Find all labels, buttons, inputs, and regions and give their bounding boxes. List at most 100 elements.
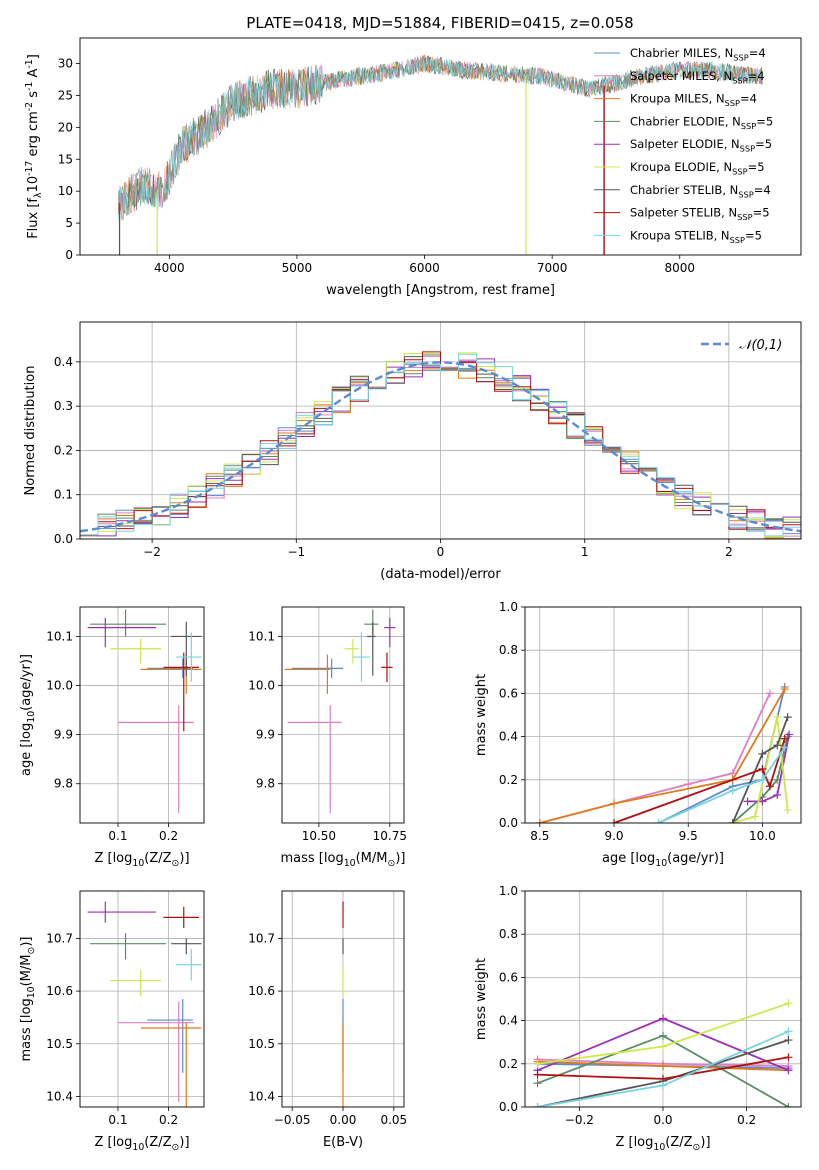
weight-line — [731, 716, 789, 823]
errorbar-point — [291, 658, 343, 679]
y-tick-label: 10.6 — [248, 984, 275, 998]
x-tick-label: 10.50 — [302, 829, 336, 843]
y-tick-label: 20 — [58, 120, 73, 134]
y-tick-label: 0.8 — [499, 927, 518, 941]
x-tick-label: 0.1 — [108, 829, 127, 843]
x-tick-label: −0.2 — [565, 1113, 594, 1127]
axes-frame — [281, 890, 405, 1108]
y-tick-label: 9.8 — [256, 777, 275, 791]
axes-frame — [79, 606, 205, 824]
legend-entry: 𝒩(0,1) — [739, 338, 782, 353]
x-tick-label: 7000 — [537, 261, 568, 275]
y-tick-label: 10.0 — [248, 679, 275, 693]
errorbar-point — [284, 654, 331, 694]
weight-marker — [784, 1103, 793, 1107]
ticks-residuals — [76, 361, 730, 543]
weight-marker — [533, 1103, 542, 1107]
x-tick-label: −1 — [287, 545, 305, 559]
weight-marker — [659, 1061, 667, 1070]
axes-frame — [79, 890, 205, 1108]
y-axis-label: mass weight — [474, 674, 489, 756]
x-tick-label: −0.05 — [274, 1113, 311, 1127]
weight-marker — [751, 812, 759, 821]
errorbar-point — [176, 632, 202, 682]
ticks-age_vs_mass — [278, 636, 391, 827]
x-tick-label: 0.00 — [330, 1113, 357, 1127]
weight-marker — [758, 749, 767, 758]
plot-area-weights_vs_age — [535, 682, 794, 823]
spectrum-line — [117, 56, 763, 222]
axes-age_vs_Z: 0.1 0.2 9.8 9.9 10.0 10.1 Z [log10(Z/Z⊙)] age [… — [19, 606, 205, 869]
errorbar-point — [87, 617, 156, 648]
errorbar-point — [367, 621, 376, 676]
y-tick-label: 0.6 — [499, 686, 518, 700]
y-tick-label: 0.3 — [54, 399, 73, 413]
axes-weights_vs_Z: −0.2 0.0 0.2 0.0 0.2 0.4 0.6 0.8 1.0 Z [log10(Z/Z… — [474, 884, 802, 1153]
weight-marker — [784, 1027, 793, 1036]
x-axis-label: wavelength [Angstrom, rest frame] — [326, 283, 555, 298]
weight-marker — [728, 819, 737, 823]
weight-marker — [728, 786, 737, 795]
x-tick-label: 2 — [725, 545, 733, 559]
axes-mass_vs_Z: 0.1 0.2 10.4 10.5 10.6 10.7 Z [log10(Z/Z⊙)] mas… — [19, 890, 205, 1153]
axes-container: 4000 5000 6000 7000 8000051015202530waveleng… — [19, 37, 802, 1153]
weight-marker — [533, 1070, 542, 1079]
y-axis-label: Flux [fλ10-17 erg cm-2 s-1 A-1] — [24, 54, 44, 239]
x-axis-label: E(B-V) — [323, 1135, 363, 1150]
ticks-weights_vs_Z — [521, 890, 748, 1111]
weight-marker — [783, 713, 792, 722]
y-tick-label: 0.4 — [499, 730, 518, 744]
weight-marker — [773, 741, 782, 750]
x-axis-label: age [log10(age/yr)] — [602, 851, 724, 869]
errorbar-point — [163, 906, 199, 928]
y-tick-label: 10.4 — [248, 1089, 275, 1103]
y-tick-label: 1.0 — [499, 600, 518, 614]
y-tick-label: 5 — [65, 216, 73, 230]
x-tick-label: 0.2 — [737, 1113, 756, 1127]
weight-marker — [773, 790, 782, 799]
y-tick-label: 0.6 — [499, 970, 518, 984]
weight-marker — [765, 689, 774, 698]
legend-entry: Salpeter ELODIE, NSSP=5 — [630, 137, 772, 153]
legend-entry: Chabrier STELIB, NSSP=4 — [630, 183, 771, 199]
y-tick-label: 0.0 — [499, 816, 518, 830]
errorbar-point — [171, 621, 202, 676]
errorbar-point — [176, 948, 202, 981]
grid-age_vs_mass — [282, 607, 404, 823]
x-tick-label: 9.0 — [604, 829, 623, 843]
weight-marker — [684, 780, 693, 789]
errorbar-point — [287, 705, 342, 814]
y-tick-label: 0.4 — [499, 1014, 518, 1028]
figure-title: PLATE=0418, MJD=51884, FIBERID=0415, z=0… — [246, 14, 633, 32]
y-axis-label: Normed distribution — [23, 366, 38, 496]
axes-frame — [524, 890, 802, 1108]
ticks-mass_vs_Z — [76, 938, 169, 1111]
x-tick-label: 1 — [581, 545, 589, 559]
y-tick-label: 0.2 — [54, 443, 73, 457]
y-tick-label: 10.7 — [46, 931, 73, 945]
x-tick-label: 0.05 — [380, 1113, 407, 1127]
grid-mass_vs_Z — [80, 891, 204, 1107]
weight-marker — [758, 775, 767, 784]
x-tick-label: 8.5 — [530, 829, 549, 843]
x-tick-label: −2 — [143, 545, 161, 559]
x-tick-label: 0.2 — [159, 1113, 178, 1127]
y-tick-label: 1.0 — [499, 884, 518, 898]
weight-line — [539, 688, 786, 823]
y-tick-label: 0.0 — [54, 532, 73, 546]
legend-entry: Salpeter STELIB, NSSP=5 — [630, 206, 770, 222]
y-tick-label: 10.5 — [46, 1037, 73, 1051]
weight-marker — [610, 799, 619, 808]
errorbar-point — [140, 1022, 202, 1107]
legend-entry: Kroupa STELIB, NSSP=5 — [630, 228, 762, 244]
ticks-age_vs_Z — [76, 636, 169, 827]
weight-marker — [659, 1042, 667, 1051]
errorbar-point — [352, 632, 370, 682]
x-tick-label: 8000 — [664, 261, 695, 275]
weight-marker — [533, 1059, 542, 1068]
x-axis-label: Z [log10(Z/Z⊙)] — [94, 1135, 189, 1153]
weight-marker — [659, 1031, 667, 1040]
ticks-mass_vs_ebv — [278, 938, 395, 1111]
axes-frame — [79, 321, 802, 540]
y-tick-label: 10 — [58, 184, 73, 198]
